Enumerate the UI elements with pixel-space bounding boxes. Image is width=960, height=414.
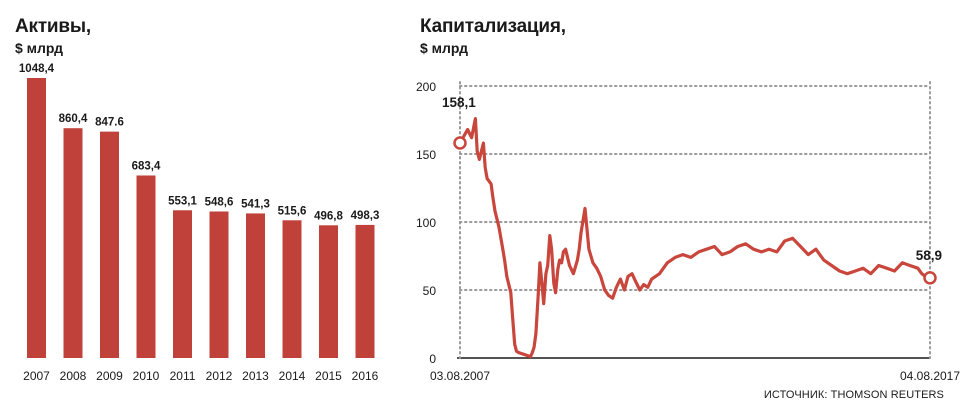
bar-value-label-2013: 541,3 — [241, 198, 270, 210]
bar-2011 — [173, 210, 192, 358]
bar-value-label-2016: 498,3 — [351, 210, 380, 222]
source-note: ИСТОЧНИК: THOMSON REUTERS — [763, 389, 944, 401]
bar-value-label-2014: 515,6 — [278, 205, 307, 217]
bar-value-label-2012: 548,6 — [205, 196, 234, 208]
y-tick-label-100: 100 — [416, 216, 436, 230]
bar-2010 — [136, 175, 156, 358]
annotation-marker-0 — [453, 136, 467, 150]
bar-2012 — [209, 211, 229, 358]
x-tick-label-2008: 2008 — [60, 369, 87, 383]
bar-2008 — [63, 128, 83, 358]
bar-value-label-2011: 553,1 — [168, 195, 197, 207]
bar-2014 — [282, 220, 302, 358]
x-tick-label-2007: 2007 — [23, 369, 50, 383]
x-tick-label-2016: 2016 — [352, 369, 379, 383]
annotation-label-1: 58,9 — [916, 248, 942, 263]
annotation-label-0: 158,1 — [442, 95, 476, 110]
y-tick-label-0: 0 — [429, 352, 436, 366]
capitalization-chart-unit: $ млрд — [420, 40, 469, 56]
x-tick-label-2015: 2015 — [315, 369, 342, 383]
x-tick-label-2009: 2009 — [96, 369, 123, 383]
bar-value-label-2009: 847.6 — [95, 117, 124, 129]
x-tick-label-2014: 2014 — [279, 369, 306, 383]
x-tick-label-2011: 2011 — [170, 369, 196, 383]
assets-chart-title: Активы, — [15, 16, 92, 37]
bar-value-label-2015: 496,8 — [314, 210, 343, 222]
y-tick-label-50: 50 — [423, 284, 437, 298]
bar-2007 — [27, 78, 46, 358]
x-tick-label-2010: 2010 — [133, 369, 160, 383]
y-tick-label-150: 150 — [416, 148, 436, 162]
x-tick-label-2012: 2012 — [206, 369, 233, 383]
x-tick-label-start: 03.08.2007 — [430, 369, 490, 383]
x-tick-label-2013: 2013 — [242, 369, 269, 383]
capitalization-chart-title: Капитализация, — [420, 16, 566, 37]
y-tick-label-200: 200 — [416, 80, 436, 94]
bar-value-label-2007: 1048,4 — [19, 63, 55, 75]
bar-2016 — [355, 224, 375, 358]
bar-2013 — [246, 213, 265, 358]
x-tick-label-end: 04.08.2017 — [900, 369, 960, 383]
bar-value-label-2010: 683,4 — [132, 160, 161, 172]
assets-bar-chart: 1048,4 2007 860,4 2008 847.6 2009 683,4 2010 553… — [19, 63, 380, 383]
annotation-marker-1 — [923, 271, 937, 285]
capitalization-line-chart: 0 50 100 150 200 158,1 58,9 03.08.2007 04.08.201… — [416, 80, 960, 383]
bar-2009 — [100, 131, 119, 358]
bar-2015 — [319, 225, 338, 358]
assets-chart-unit: $ млрд — [15, 40, 64, 56]
bar-value-label-2008: 860,4 — [59, 113, 88, 125]
capitalization-series-line — [458, 117, 932, 359]
